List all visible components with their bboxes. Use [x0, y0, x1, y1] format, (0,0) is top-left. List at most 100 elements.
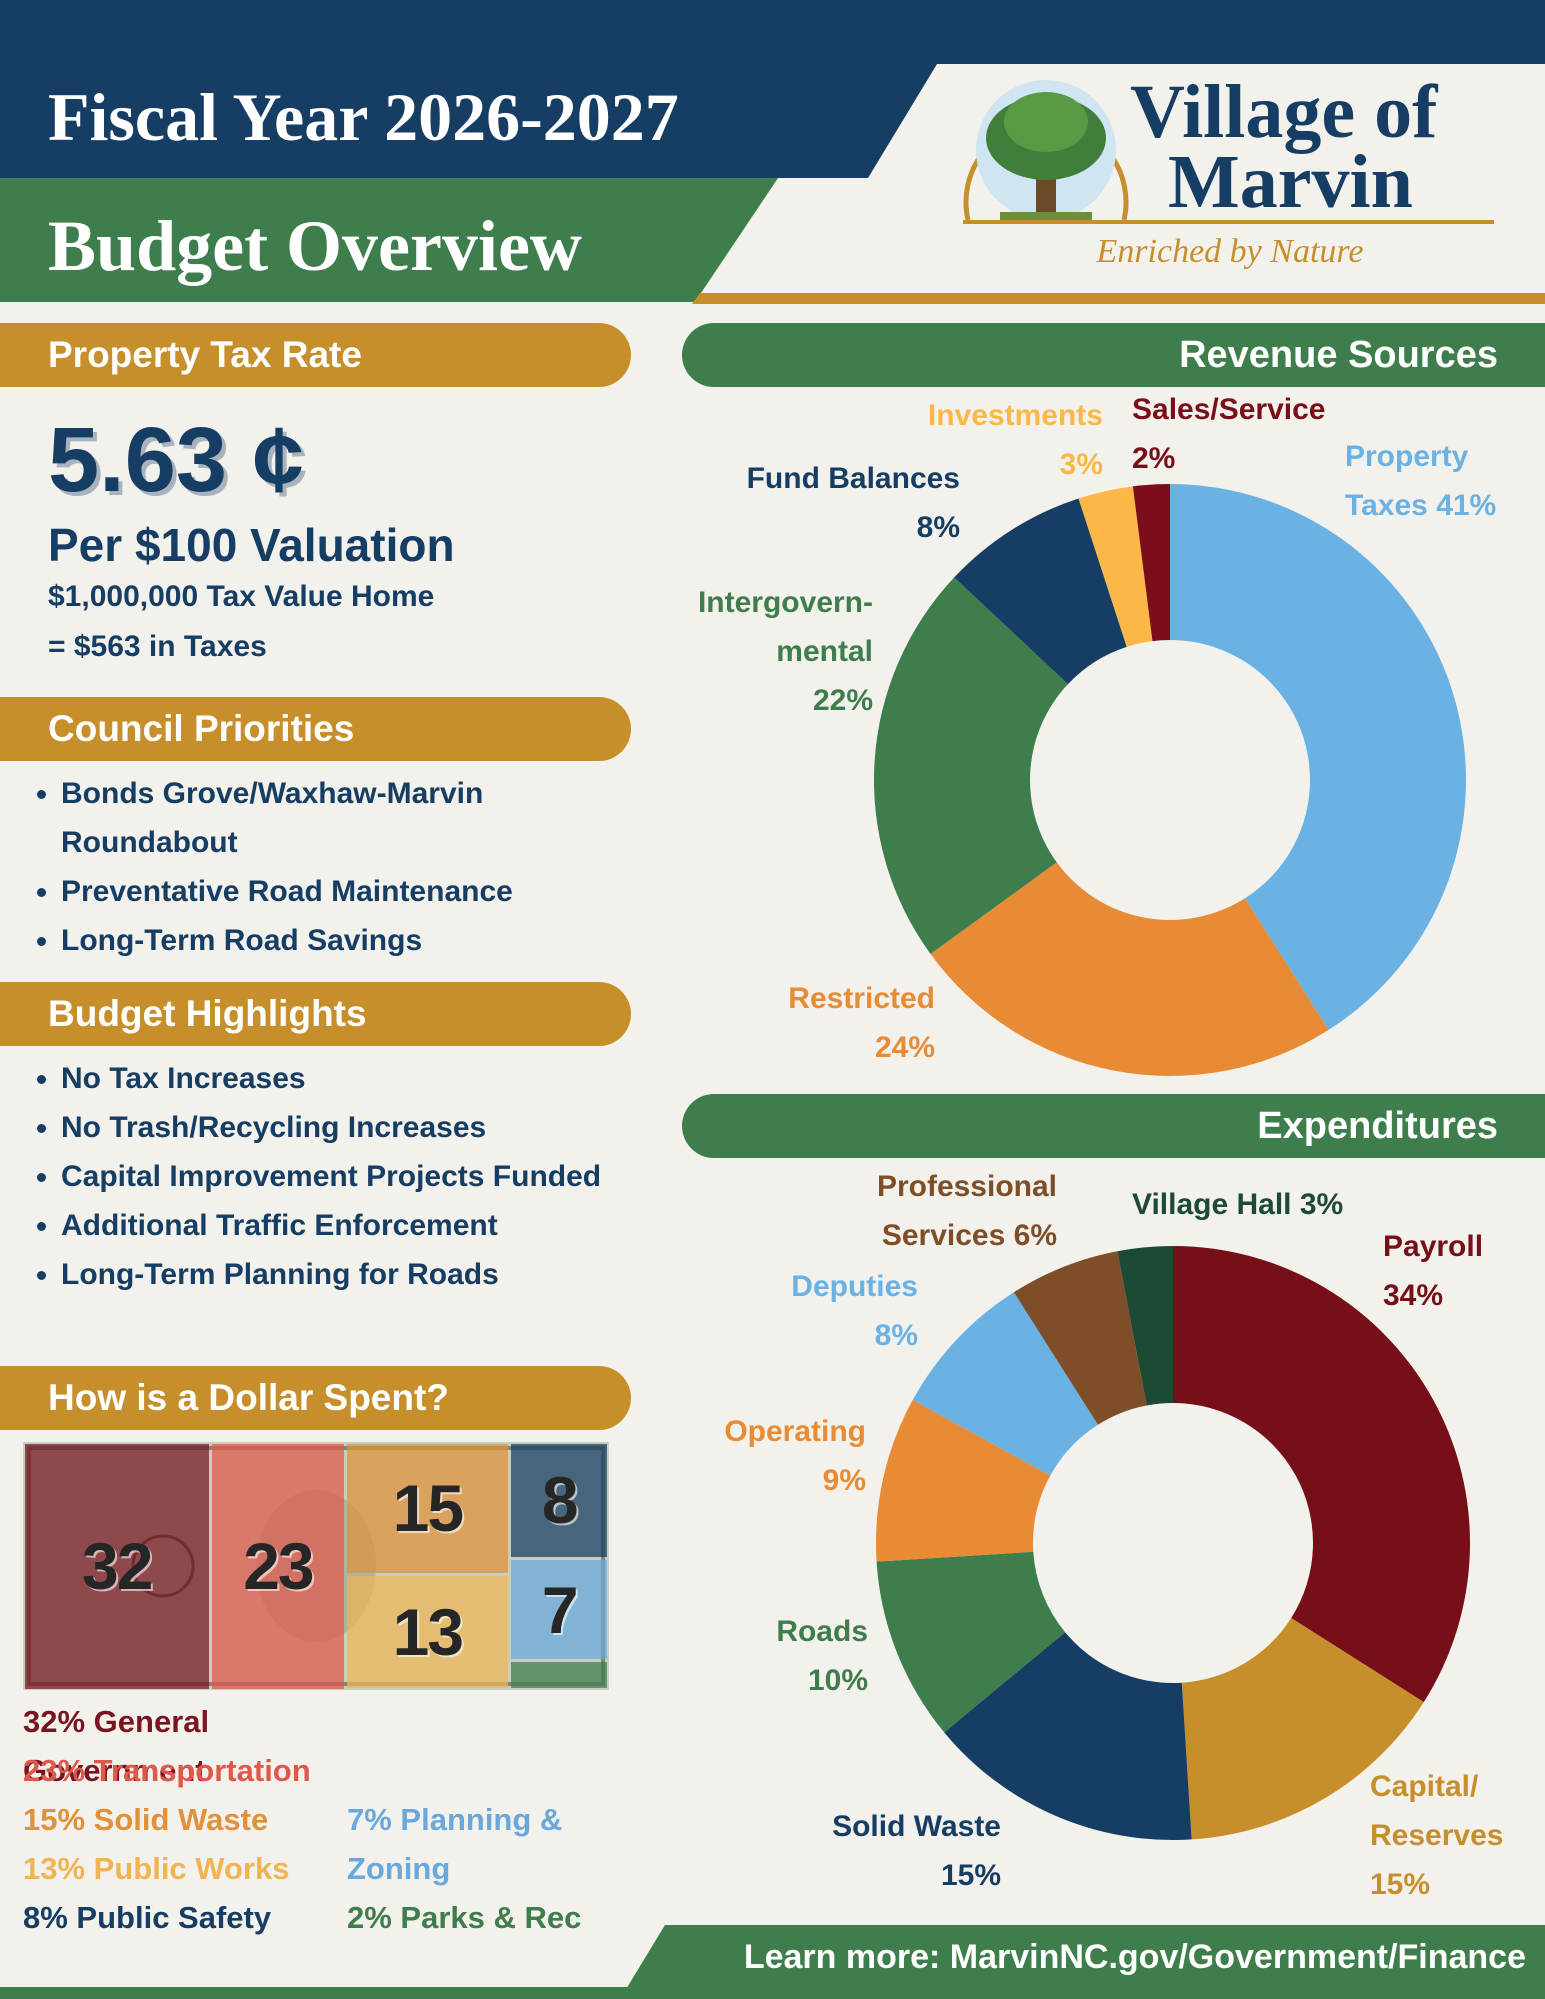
tax-example: = $563 in Taxes	[48, 630, 267, 663]
tax-rate: 5.63 ¢	[48, 409, 304, 511]
donut-segment	[1117, 1246, 1173, 1406]
title: Fiscal Year 2026-2027	[48, 79, 679, 155]
chart-title: Expenditures	[682, 1094, 1545, 1158]
donut-segment	[873, 577, 1068, 954]
logo-name-line2: Marvin	[1168, 140, 1413, 224]
segment-category: Payroll	[1383, 1230, 1484, 1263]
segment-value: 22%	[812, 684, 873, 717]
list-item: Bonds Grove/Waxhaw-Marvin Roundabout	[61, 769, 641, 867]
dollar-block	[212, 1443, 344, 1689]
segment-category: Restricted	[788, 982, 935, 1015]
segment-category: Solid Waste	[832, 1810, 1001, 1843]
segment-value: 6%	[1013, 1219, 1057, 1252]
dollar-block	[510, 1443, 608, 1558]
segment-label: Village Hall 3%	[1132, 1180, 1432, 1229]
section-heading: Council Priorities	[0, 697, 631, 761]
logo-ground	[1000, 212, 1092, 220]
dollar-block	[346, 1443, 508, 1574]
segment-category: Property Taxes	[1345, 440, 1469, 522]
segment-label: Deputies 8%	[698, 1262, 918, 1360]
dollar-block-label: 23	[243, 1529, 314, 1603]
list-item: No Tax Increases	[61, 1054, 641, 1103]
dollar-block-label: 7	[541, 1572, 579, 1647]
chart-title: Revenue Sources	[682, 323, 1545, 387]
segment-value: 34%	[1383, 1279, 1444, 1312]
dollar-block	[346, 1576, 508, 1689]
list-item: Capital Improvement Projects Funded	[61, 1152, 641, 1201]
dollar-graphic: 32 23 15 13 8 7	[23, 1442, 609, 1690]
segment-label: Operating 9%	[646, 1407, 866, 1505]
donut-segment	[876, 1551, 1066, 1733]
segment-value: 8%	[916, 511, 960, 544]
segment-label: Professional Services 6%	[832, 1162, 1057, 1260]
donut-segment	[944, 1632, 1192, 1840]
segment-label: Restricted 24%	[695, 974, 935, 1072]
segment-category: Operating	[724, 1415, 866, 1448]
footer-link: Learn more: MarvinNC.gov/Government/Fina…	[743, 1938, 1526, 1976]
segment-category: Professional Services	[876, 1170, 1057, 1252]
logo-canopy-top	[1004, 92, 1088, 152]
dollar-legend-item: 8% Public Safety	[23, 1900, 272, 1935]
highlight-list: No Tax IncreasesNo Trash/Recycling Incre…	[22, 1054, 641, 1299]
segment-value: 3%	[1299, 1188, 1344, 1221]
segment-value: 3%	[1059, 448, 1103, 481]
donut-segment	[1181, 1618, 1424, 1840]
segment-category: Deputies	[791, 1270, 918, 1303]
segment-label: Fund Balances 8%	[690, 454, 960, 552]
segment-category: Intergovern-mental	[697, 586, 873, 668]
footer-strip	[0, 1987, 630, 1999]
segment-label: Property Taxes 41%	[1345, 432, 1545, 530]
segment-label: Payroll 34%	[1383, 1222, 1545, 1320]
segment-category: Investments	[927, 399, 1103, 432]
header-navy-band	[0, 0, 1545, 178]
segment-value: 24%	[874, 1031, 935, 1064]
donut-segment	[1170, 484, 1467, 1030]
section-heading: Property Tax Rate	[0, 323, 631, 387]
donut-segment	[912, 1292, 1098, 1476]
list-item: Preventative Road Maintenance	[61, 867, 641, 916]
header-green-band	[0, 178, 778, 302]
segment-label: Roads 10%	[668, 1607, 868, 1705]
section-heading: How is a Dollar Spent?	[0, 1366, 631, 1430]
dollar-legend-item: 13% Public Works	[23, 1851, 290, 1886]
dollar-block-label: 15	[392, 1471, 464, 1546]
segment-value: 2%	[1132, 442, 1176, 475]
dollar-block-label: 8	[541, 1463, 579, 1538]
segment-label: Sales/Service 2%	[1132, 385, 1392, 483]
segment-category: Sales/Service	[1132, 393, 1326, 426]
segment-category: Capital/ Reserves	[1370, 1770, 1504, 1852]
segment-category: Village Hall	[1132, 1188, 1292, 1221]
dollar-legend-item: 7% Planning & Zoning	[347, 1802, 563, 1886]
dollar-block	[24, 1443, 210, 1689]
donut-segment	[1132, 484, 1170, 642]
header-gold-rule	[692, 293, 1545, 304]
segment-value: 41%	[1436, 489, 1497, 522]
segment-label: Investments 3%	[883, 391, 1103, 489]
segment-label: Intergovern-mental 22%	[658, 578, 873, 725]
tagline: Enriched by Nature	[1096, 233, 1364, 270]
tax-example: $1,000,000 Tax Value Home	[48, 580, 435, 613]
list-item: Long-Term Road Savings	[61, 916, 641, 965]
priority-list: Bonds Grove/Waxhaw-Marvin RoundaboutPrev…	[22, 769, 641, 965]
donut-segment	[954, 498, 1127, 685]
section-heading: Budget Highlights	[0, 982, 631, 1046]
dollar-block	[510, 1560, 608, 1660]
dollar-legend-item: 2% Parks & Rec	[347, 1900, 582, 1935]
dollar-legend-item: 15% Solid Waste	[23, 1802, 269, 1837]
segment-label: Solid Waste 15%	[771, 1802, 1001, 1900]
donut-segment	[930, 862, 1329, 1076]
logo-name-line1: Village of	[1130, 70, 1438, 154]
dollar-block	[510, 1662, 608, 1689]
segment-value: 8%	[874, 1319, 918, 1352]
segment-label: Capital/ Reserves 15%	[1370, 1762, 1530, 1909]
segment-value: 15%	[1370, 1868, 1431, 1901]
list-item: No Trash/Recycling Increases	[61, 1103, 641, 1152]
donut-segment	[875, 1399, 1051, 1562]
segment-value: 9%	[822, 1464, 866, 1497]
dollar-legend-item: 32% General Government	[23, 1704, 210, 1788]
dollar-legend-item: 23% Transportation	[23, 1753, 311, 1788]
footer-band	[620, 1925, 1545, 1999]
dollar-block-label: 32	[82, 1529, 153, 1603]
